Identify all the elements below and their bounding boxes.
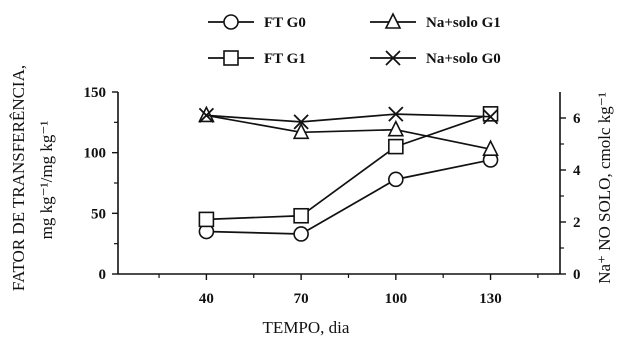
series-na-solo-g0: [198, 106, 499, 130]
series-layer: [198, 105, 499, 242]
legend-entry-ft-g1: FT G1: [208, 50, 306, 67]
legend: FT G0 Na+solo G1 FT G1 Na+solo G0: [208, 12, 501, 67]
data-point-ft-g1: [388, 138, 404, 155]
legend-entry-na-solo-g0: Na+solo G0: [370, 50, 501, 67]
legend-marker: [223, 14, 239, 30]
y-left-tick-label: 0: [99, 267, 107, 283]
legend-label: Na+solo G0: [426, 51, 501, 67]
data-point-ft-g0: [293, 226, 309, 242]
legend-entry-ft-g0: FT G0: [208, 14, 306, 31]
series-line-ft-g1: [206, 113, 491, 221]
y-right-tick-label: 4: [573, 163, 581, 179]
data-point-na-solo-g0: [198, 107, 215, 124]
data-point-na-solo-g1: [387, 119, 405, 137]
legend-marker: [385, 50, 401, 66]
data-point-ft-g1: [482, 106, 499, 122]
legend-marker: [384, 12, 402, 29]
y-left-tick-label: 150: [84, 85, 107, 101]
legend-label: FT G0: [264, 15, 306, 31]
x-marker-stroke: [198, 107, 215, 124]
y-left-tick-label: 50: [91, 206, 106, 222]
x-marker-stroke: [482, 109, 499, 125]
x-axis-label: TEMPO, dia: [263, 318, 350, 337]
series-line-ft-g0: [206, 159, 491, 235]
x-tick-label: 100: [385, 291, 408, 307]
x-tick-label: 70: [294, 291, 309, 307]
axes: 40 70 100 130 0 50 100 150 0 2 4 6: [84, 85, 582, 307]
data-point-ft-g1: [293, 207, 309, 224]
y-right-tick-label: 6: [573, 111, 581, 127]
data-point-na-solo-g1: [482, 139, 499, 156]
data-point-ft-g1: [198, 211, 215, 228]
series-line-na-solo-g1: [206, 114, 491, 151]
series-na-solo-g1: [198, 105, 499, 156]
legend-entry-na-solo-g1: Na+solo G1: [370, 12, 501, 31]
data-point-ft-g0: [388, 171, 404, 188]
x-marker-stroke: [385, 50, 401, 66]
data-point-na-solo-g0: [388, 106, 404, 122]
y-axis-left-label-line2: mg kg⁻¹/mg kg⁻¹: [37, 121, 56, 240]
legend-marker: [223, 50, 239, 66]
y-axis-left-label-line1: FATOR DE TRANSFERÊNCIA,: [9, 65, 28, 291]
x-tick-label: 130: [479, 291, 502, 307]
y-right-tick-label: 0: [573, 267, 581, 283]
legend-label: FT G1: [264, 51, 306, 67]
data-point-na-solo-g1: [292, 122, 310, 140]
series-ft-g1: [198, 106, 499, 228]
x-tick-label: 40: [199, 291, 214, 307]
data-point-na-solo-g0: [293, 114, 309, 130]
series-line-na-solo-g0: [206, 113, 491, 123]
y-axis-right-label: Na⁺ NO SOLO, cmolc kg⁻¹: [595, 92, 614, 284]
series-ft-g0: [198, 152, 499, 242]
x-marker-stroke: [388, 106, 404, 122]
y-left-tick-label: 100: [84, 146, 107, 162]
y-right-tick-label: 2: [573, 215, 581, 231]
legend-label: Na+solo G1: [426, 15, 501, 31]
x-marker-stroke: [293, 114, 309, 130]
data-point-na-solo-g0: [482, 109, 499, 125]
